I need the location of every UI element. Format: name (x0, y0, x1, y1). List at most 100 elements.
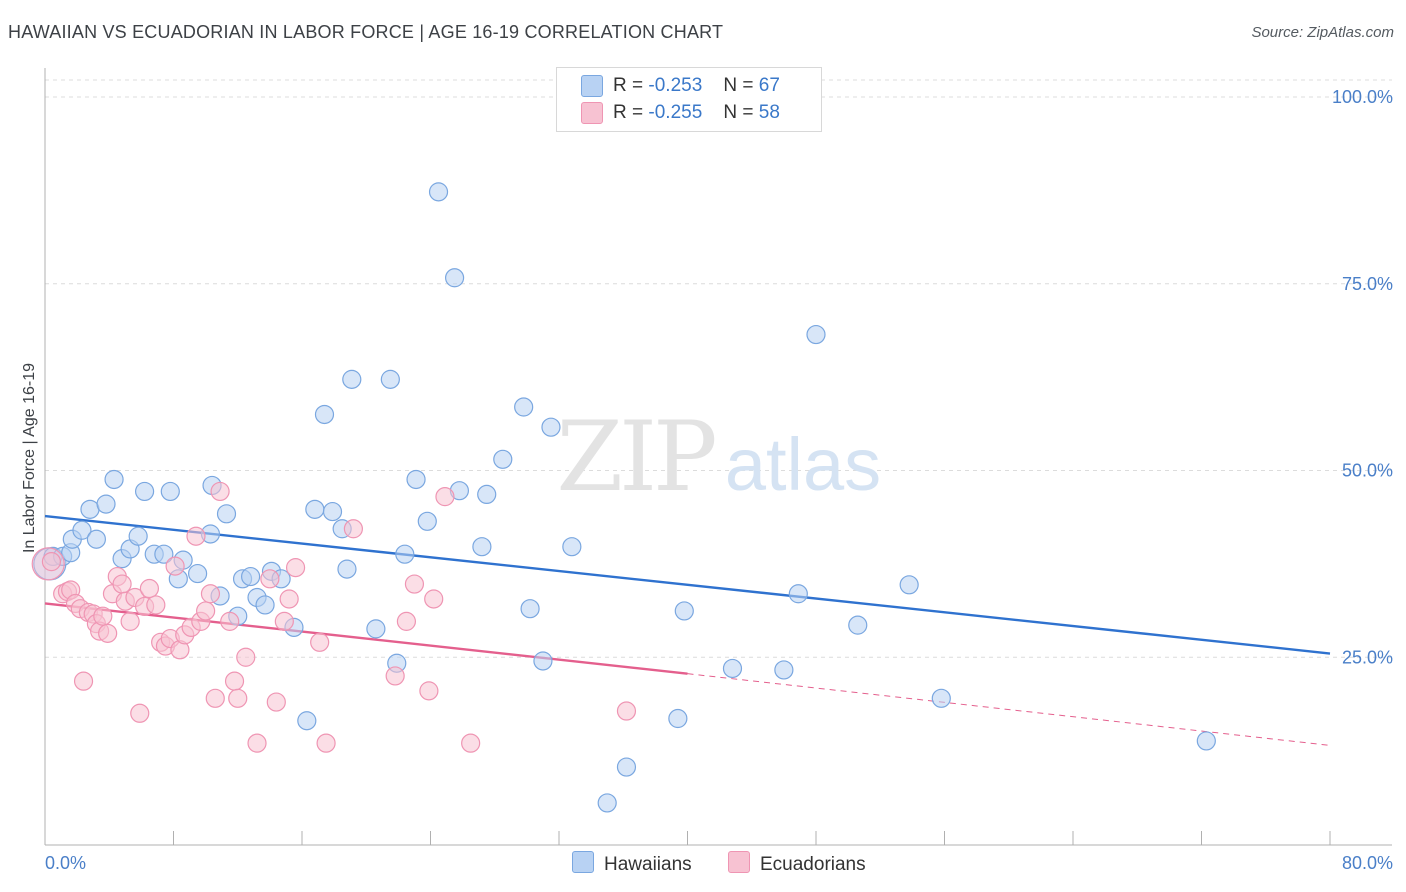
ecuadorian-point (224, 671, 245, 691)
ecuadorian-point (220, 611, 240, 631)
bottom-legend-hawaiians: Hawaiians (572, 851, 692, 876)
hawaiian-point (96, 494, 116, 514)
legend-r-label: R = (613, 75, 644, 97)
hawaiian-point (134, 481, 155, 502)
hawaiian-point (187, 563, 208, 584)
ecuadorian-point (228, 688, 248, 708)
ecuadorian-point (435, 487, 455, 507)
ecuadorians-label: Ecuadorians (760, 854, 866, 875)
hawaiian-point (674, 601, 694, 621)
hawaiian-point (616, 757, 637, 777)
hawaiian-point (806, 324, 826, 345)
ecuadorian-point (285, 558, 306, 578)
legend-n-value: 67 (758, 75, 780, 97)
ecuadorian-point (279, 589, 299, 609)
hawaiian-point (337, 559, 357, 579)
hawaiian-point (241, 566, 261, 587)
ecuadorians-trend-line (44, 602, 688, 675)
ecuadorian-point (247, 733, 267, 753)
ecuadorian-point (260, 569, 280, 589)
axes (44, 68, 1392, 846)
chart-title: HAWAIIAN VS ECUADORIAN IN LABOR FORCE | … (8, 22, 724, 42)
x-tick-label-min: 0.0% (45, 853, 86, 873)
hawaiian-point (72, 520, 92, 540)
y-tick-labels: 25.0% 50.0% 75.0% 100.0% (1332, 87, 1393, 667)
ecuadorians-swatch (728, 851, 750, 873)
hawaiian-point (533, 651, 553, 671)
trend-lines (44, 514, 1331, 746)
hawaiian-point (668, 708, 688, 729)
ecuadorians-trend-extension (687, 673, 1331, 746)
legend-n-value: 58 (758, 102, 780, 124)
ecuadorian-point (112, 574, 132, 594)
hawaiian-point (472, 537, 492, 557)
hawaiian-point (541, 417, 561, 437)
legend-n-label: N = (723, 102, 754, 124)
ecuadorian-point (424, 589, 444, 609)
y-tick-label: 25.0% (1342, 647, 1393, 667)
bottom-legend-ecuadorians: Ecuadorians (728, 851, 866, 876)
hawaiian-point (160, 481, 180, 502)
ecuadorian-point (200, 584, 221, 604)
watermark-zip: ZIP (556, 401, 715, 513)
series-hawaiians (33, 182, 1216, 813)
hawaiian-point (1196, 731, 1216, 751)
legend-row-hawaiians: R = -0.253 N = 67 (581, 75, 780, 101)
hawaiian-point (788, 584, 808, 604)
legend-r-value: -0.253 (648, 75, 703, 97)
hawaiian-point (597, 793, 617, 813)
hawaiian-point (305, 499, 325, 519)
y-tick-label: 75.0% (1342, 274, 1393, 294)
ecuadorian-point (236, 647, 256, 667)
hawaiian-point (380, 369, 400, 389)
ecuadorian-point (93, 606, 113, 626)
hawaiian-point (493, 449, 513, 469)
source-label: Source: ZipAtlas.com (1251, 24, 1394, 41)
hawaiian-point (520, 599, 540, 619)
ecuadorian-point (130, 703, 150, 723)
ecuadorian-point (404, 574, 425, 594)
hawaiian-point (395, 544, 415, 564)
hawaiian-point (128, 526, 148, 546)
ecuadorian-point (73, 671, 94, 691)
ecuadorians-swatch (581, 102, 603, 124)
hawaiian-point (297, 711, 317, 731)
ecuadorian-point (316, 733, 336, 753)
hawaiian-point (477, 484, 497, 505)
y-axis-title: In Labor Force | Age 16-19 (21, 363, 38, 553)
ecuadorian-point (385, 666, 405, 686)
hawaiian-point (314, 404, 335, 425)
hawaiian-point (406, 469, 426, 490)
ecuadorian-point (210, 481, 230, 502)
ecuadorian-point (616, 701, 637, 721)
hawaiian-point (514, 397, 534, 417)
ecuadorian-point (98, 623, 118, 643)
x-tick-label-max: 80.0% (1342, 853, 1393, 873)
ecuadorian-point (310, 632, 330, 652)
watermark-atlas: atlas (725, 423, 881, 506)
hawaiian-point (931, 688, 951, 708)
hawaiian-point (342, 369, 362, 389)
hawaiian-point (899, 575, 919, 595)
hawaiian-point (216, 504, 237, 524)
hawaiian-point (562, 537, 582, 557)
hawaiian-point (80, 499, 100, 519)
hawaiians-label: Hawaiians (604, 854, 692, 875)
hawaiian-point (774, 660, 794, 680)
legend: R = -0.253 N = 67 R = -0.255 N = 58 (556, 67, 822, 132)
legend-row-ecuadorians: R = -0.255 N = 58 (581, 102, 780, 128)
hawaiian-point (154, 544, 174, 564)
legend-r-value: -0.255 (648, 102, 703, 124)
ecuadorian-point (146, 595, 166, 615)
hawaiian-point (722, 658, 743, 679)
hawaiian-point (444, 268, 465, 288)
ecuadorian-point (274, 611, 294, 631)
ecuadorian-point (139, 578, 160, 599)
hawaiian-point (86, 529, 107, 549)
hawaiian-point (255, 595, 275, 615)
legend-n-label: N = (723, 75, 754, 97)
watermark: ZIP atlas (556, 401, 881, 513)
hawaiians-swatch (572, 851, 594, 873)
ecuadorian-point (186, 526, 206, 546)
